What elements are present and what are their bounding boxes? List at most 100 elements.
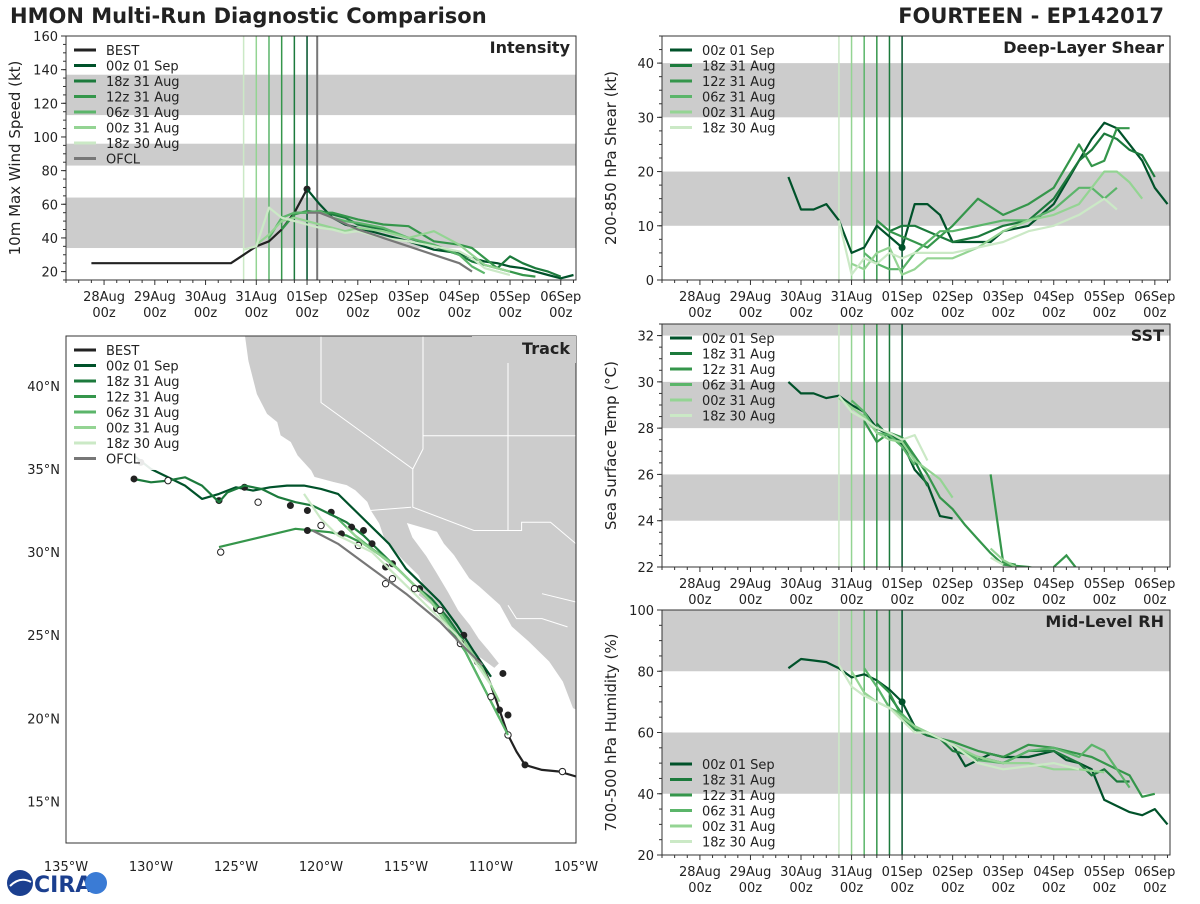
track-point-hollow — [436, 606, 444, 614]
shear-panel: 01020304028Aug00z29Aug00z30Aug00z31Aug00… — [602, 35, 1175, 321]
cira-logo: CIRA — [4, 866, 108, 900]
rh-xtick-label: 00z — [739, 881, 763, 896]
sst-xtick-label: 00z — [840, 593, 864, 608]
rh-legend-label: 12z 31 Aug — [702, 789, 776, 804]
track-xtick-label: 120°W — [299, 860, 343, 875]
track-xtick-label: 130°W — [129, 860, 173, 875]
intensity-xtick-label: 00z — [549, 306, 573, 321]
sst-xtick-label: 00z — [1143, 593, 1167, 608]
intensity-xtick-label: 30Aug — [185, 290, 227, 305]
storm-id-title: FOURTEEN - EP142017 — [898, 4, 1164, 28]
rh-shade-band — [662, 732, 1170, 794]
shear-ytick-label: 0 — [646, 274, 654, 289]
intensity-xtick-label: 28Aug — [83, 290, 125, 305]
rh-xtick-label: 00z — [840, 881, 864, 896]
rh-xtick-label: 00z — [941, 881, 965, 896]
track-point-filled — [382, 563, 390, 571]
intensity-xtick-label: 04Sep — [439, 290, 480, 305]
shear-xtick-label: 00z — [1042, 306, 1066, 321]
shear-series-group — [787, 121, 1169, 276]
shear-series-18z-30-aug — [837, 197, 1118, 276]
track-frame — [65, 335, 577, 844]
rh-legend-label: 18z 30 Aug — [702, 836, 776, 851]
sst-legend-label: 06z 31 Aug — [702, 379, 776, 394]
intensity-xtick-label: 03Sep — [388, 290, 429, 305]
sst-ytick-label: 24 — [637, 515, 654, 530]
rh-series-00z-01-sep — [787, 657, 1169, 826]
sst-series-00z-31-aug — [838, 397, 954, 499]
sst-series-18z-30-aug — [838, 395, 929, 461]
track-ytick-label: 35°N — [27, 463, 60, 478]
track-point-filled — [286, 502, 294, 510]
rh-ytick-label: 60 — [637, 727, 654, 742]
track-point-hollow — [410, 584, 419, 593]
intensity-legend-label: 00z 31 Aug — [106, 122, 180, 137]
intensity-legend-label: 00z 01 Sep — [106, 60, 179, 75]
shear-xtick-label: 04Sep — [1033, 290, 1074, 305]
intensity-series-18z-30-aug — [243, 206, 511, 277]
intensity-ytick-label: 100 — [33, 131, 58, 146]
intensity-legend-label: 12z 31 Aug — [106, 91, 180, 106]
sst-xtick-label: 03Sep — [983, 577, 1024, 592]
cira-logo-graphic: CIRA — [7, 870, 107, 898]
intensity-xtick-label: 01Sep — [287, 290, 328, 305]
track-legend-label: 12z 31 Aug — [106, 391, 180, 406]
track-ofcl — [311, 529, 484, 666]
rh-xtick-label: 05Sep — [1084, 865, 1125, 880]
intensity-shade-band — [66, 143, 576, 166]
intensity-ytick-label: 120 — [33, 97, 58, 112]
shear-legend-label: 12z 31 Aug — [702, 75, 776, 90]
rh-shade-band — [662, 610, 1170, 672]
border-line — [507, 605, 568, 628]
track-point-filled — [130, 475, 138, 483]
shear-legend-label: 06z 31 Aug — [702, 91, 776, 106]
rh-xtick-label: 06Sep — [1134, 865, 1175, 880]
track-point-hollow — [217, 548, 225, 556]
sst-xtick-label: 00z — [941, 593, 965, 608]
track-point-filled — [360, 526, 367, 534]
rh-xtick-label: 00z — [1042, 881, 1066, 896]
shear-xtick-label: 31Aug — [831, 290, 873, 305]
sst-legend-label: 18z 30 Aug — [702, 410, 776, 425]
shear-xtick-label: 28Aug — [679, 290, 721, 305]
shear-xtick-label: 06Sep — [1134, 290, 1175, 305]
sst-shade-band — [662, 381, 1170, 429]
sst-xtick-label: 00z — [789, 593, 813, 608]
rh-ytick-label: 40 — [637, 788, 654, 803]
track-point-filled — [521, 761, 529, 769]
sst-xtick-label: 00z — [739, 593, 763, 608]
intensity-xtick-label: 00z — [143, 306, 167, 321]
border-line — [370, 506, 412, 511]
rh-xtick-label: 00z — [890, 881, 914, 896]
rh-ytick-label: 20 — [637, 849, 654, 864]
rh-xtick-label: 03Sep — [983, 865, 1024, 880]
rh-xtick-label: 31Aug — [831, 865, 873, 880]
track-point-hollow — [388, 574, 397, 583]
sst-series-segment — [990, 556, 1004, 566]
sst-xtick-label: 05Sep — [1084, 577, 1125, 592]
rh-series-06z-31-aug — [863, 667, 1131, 789]
intensity-xtick-label: 00z — [448, 306, 472, 321]
track-panel: 135°W 130°W 125°W 120°W 115°W 110°W 105°W 15°N 2… — [27, 335, 598, 875]
shear-xtick-label: 00z — [688, 306, 712, 321]
track-xtick-label: 115°W — [384, 860, 428, 875]
rh-title: Mid-Level RH — [1045, 612, 1164, 631]
shear-xtick-label: 00z — [1093, 306, 1117, 321]
sst-shade-band — [662, 324, 1170, 336]
rh-legend-label: 00z 01 Sep — [702, 758, 775, 773]
rh-xtick-label: 29Aug — [729, 865, 771, 880]
rh-xtick-label: 00z — [688, 881, 712, 896]
sst-xtick-label: 06Sep — [1134, 577, 1175, 592]
sst-xtick-label: 00z — [992, 593, 1016, 608]
track-00z-01-sep — [133, 454, 492, 678]
rh-xtick-label: 00z — [1143, 881, 1167, 896]
intensity-ytick-label: 160 — [33, 30, 58, 45]
sst-legend-label: 18z 31 Aug — [702, 348, 776, 363]
intensity-xtick-label: 31Aug — [235, 290, 277, 305]
rh-panel: 2040608010028Aug00z29Aug00z30Aug00z31Aug… — [602, 604, 1175, 896]
track-point-filled — [504, 711, 512, 719]
border-line — [541, 593, 576, 603]
